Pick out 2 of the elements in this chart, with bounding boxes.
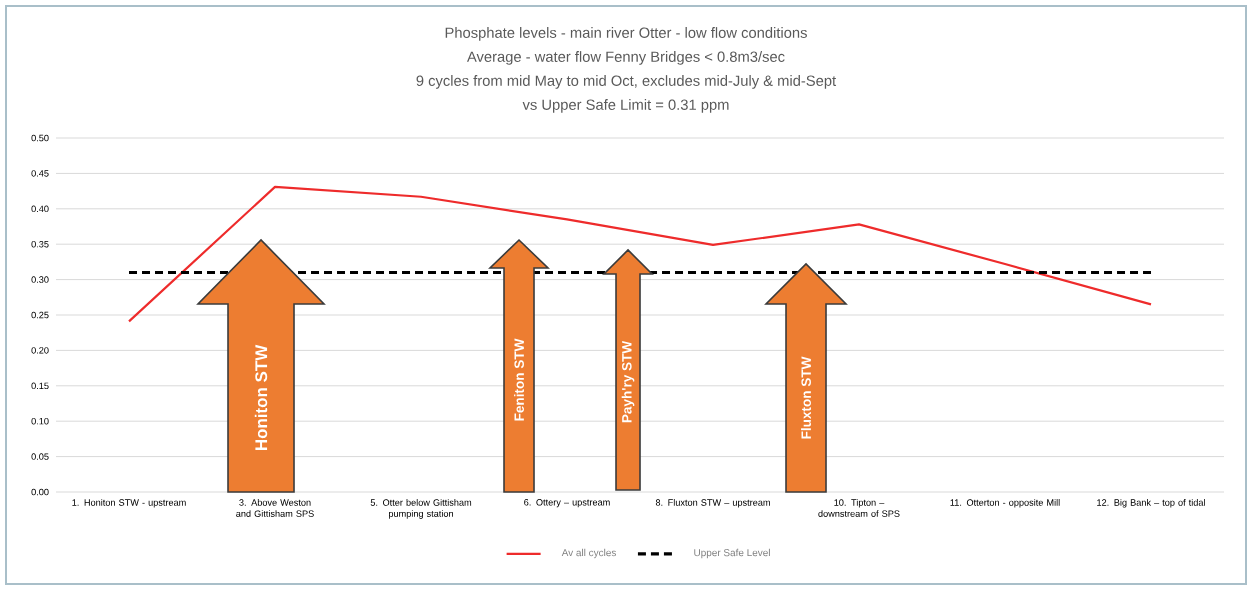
line-series xyxy=(127,185,1153,323)
annotation: Honiton STW xyxy=(254,344,268,451)
